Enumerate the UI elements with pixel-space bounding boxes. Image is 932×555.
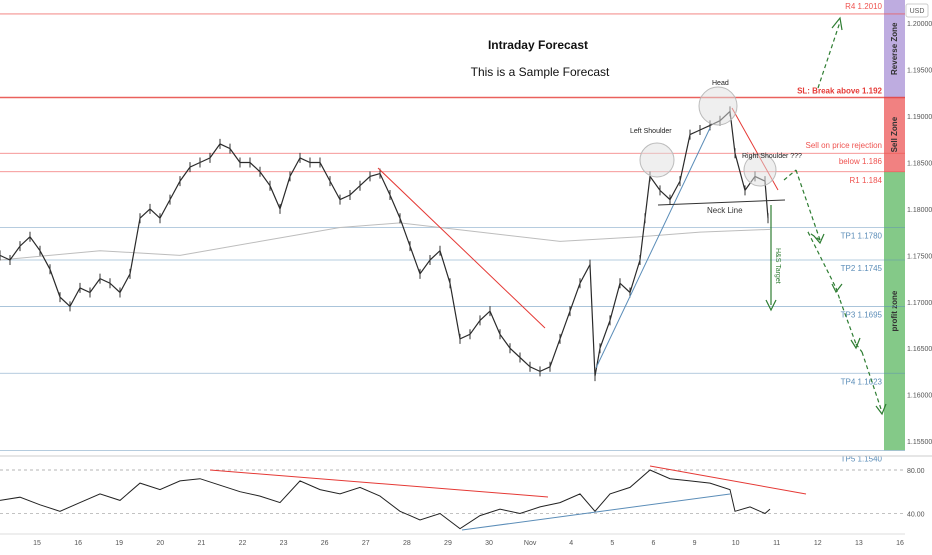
right-shoulder-circle bbox=[743, 153, 777, 187]
right-shoulder-label: Right Shoulder ??? bbox=[742, 153, 802, 160]
x-tick-label: 15 bbox=[33, 540, 41, 547]
x-tick-label: 16 bbox=[74, 540, 82, 547]
projection-segment bbox=[807, 231, 837, 289]
projection-arrowhead bbox=[813, 233, 825, 245]
projected-path bbox=[783, 169, 883, 413]
y-tick-label: 1.16000 bbox=[907, 393, 932, 400]
x-tick-label: 21 bbox=[197, 540, 205, 547]
rsi-tick-label: 80.00 bbox=[907, 468, 925, 475]
neck-line bbox=[657, 199, 786, 206]
x-tick-label: 12 bbox=[814, 540, 822, 547]
x-tick-label: Nov bbox=[524, 540, 537, 547]
level-label: below 1.186 bbox=[839, 157, 883, 166]
moving-average-line bbox=[0, 222, 771, 261]
projection-segment bbox=[795, 169, 821, 241]
zone-band bbox=[884, 0, 905, 98]
level-label: R1 1.184 bbox=[850, 176, 883, 185]
level-label: SL: Break above 1.192 bbox=[797, 87, 882, 96]
y-tick-label: 1.18500 bbox=[907, 161, 932, 168]
x-tick-label: 11 bbox=[773, 540, 780, 547]
y-tick-label: 1.15500 bbox=[907, 439, 932, 446]
x-tick-label: 9 bbox=[693, 540, 697, 547]
level-label: Sell on price rejection bbox=[806, 141, 882, 150]
currency-badge-label: USD bbox=[910, 8, 925, 15]
hs-target-label: H&S Target bbox=[774, 248, 781, 284]
level-label: TP1 1.1780 bbox=[841, 232, 883, 241]
y-tick-label: 1.19000 bbox=[907, 114, 932, 121]
level-label: TP2 1.1745 bbox=[841, 264, 883, 273]
level-label: TP4 1.1623 bbox=[841, 377, 883, 386]
projection-segment bbox=[861, 351, 883, 413]
rsi-resistance-line bbox=[209, 469, 549, 498]
zone-label: Reverse Zone bbox=[890, 22, 899, 75]
downtrend-line bbox=[377, 167, 546, 329]
y-tick-label: 1.17000 bbox=[907, 300, 932, 307]
x-tick-label: 28 bbox=[403, 540, 411, 547]
level-label: TP3 1.1695 bbox=[841, 310, 883, 319]
x-tick-label: 19 bbox=[115, 540, 123, 547]
zone-label: profit zone bbox=[890, 290, 899, 331]
projection-arrowhead bbox=[850, 337, 861, 350]
rsi-tick-label: 40.00 bbox=[907, 511, 925, 518]
currency-badge[interactable] bbox=[905, 3, 929, 18]
head-label: Head bbox=[712, 80, 729, 87]
y-tick-label: 1.17500 bbox=[907, 253, 932, 260]
left-shoulder-circle bbox=[639, 142, 675, 178]
x-tick-label: 27 bbox=[362, 540, 370, 547]
y-tick-label: 1.20000 bbox=[907, 21, 932, 28]
chart-subtitle: This is a Sample Forecast bbox=[471, 65, 610, 79]
level-label: R4 1.2010 bbox=[845, 2, 882, 11]
head-circle bbox=[698, 86, 738, 126]
projection-segment bbox=[839, 299, 857, 345]
x-tick-label: 5 bbox=[610, 540, 614, 547]
rsi-divergence-line bbox=[649, 465, 807, 495]
left-shoulder-label: Left Shoulder bbox=[630, 128, 672, 135]
projection-arrowhead bbox=[831, 283, 843, 294]
x-tick-label: 26 bbox=[321, 540, 329, 547]
hs-target-arrowhead bbox=[765, 299, 777, 312]
level-label: TP5 1.1540 bbox=[841, 454, 883, 463]
breakout-arrowhead bbox=[831, 16, 843, 31]
chart-title: Intraday Forecast bbox=[488, 38, 588, 52]
projection-segment bbox=[835, 287, 841, 301]
x-tick-label: 22 bbox=[239, 540, 247, 547]
x-tick-label: 29 bbox=[444, 540, 452, 547]
x-tick-label: 23 bbox=[280, 540, 288, 547]
x-tick-label: 20 bbox=[156, 540, 164, 547]
zone-label: Sell Zone bbox=[890, 116, 899, 152]
x-tick-label: 6 bbox=[651, 540, 655, 547]
y-tick-label: 1.18000 bbox=[907, 207, 932, 214]
x-tick-label: 4 bbox=[569, 540, 573, 547]
projection-segment bbox=[783, 169, 797, 181]
uptrend-line bbox=[595, 127, 711, 369]
y-tick-label: 1.19500 bbox=[907, 68, 932, 75]
zone-band bbox=[884, 171, 905, 451]
breakout-arrow bbox=[817, 21, 841, 89]
x-tick-label: 10 bbox=[732, 540, 740, 547]
rsi-support-line bbox=[461, 493, 731, 531]
projection-arrowhead bbox=[875, 403, 887, 416]
y-tick-label: 1.16500 bbox=[907, 346, 932, 353]
neck-line-label: Neck Line bbox=[707, 206, 743, 215]
rsi-line bbox=[0, 469, 771, 530]
x-tick-label: 30 bbox=[485, 540, 493, 547]
x-tick-label: 16 bbox=[896, 540, 904, 547]
x-tick-label: 13 bbox=[855, 540, 863, 547]
